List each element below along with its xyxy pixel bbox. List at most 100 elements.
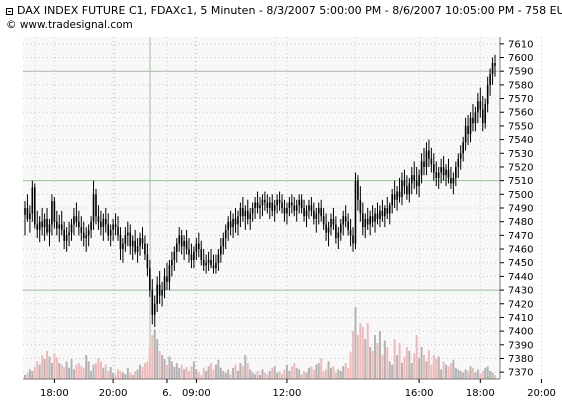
volume-bar (352, 331, 355, 379)
volume-bar (178, 367, 181, 379)
volume-bar (408, 351, 411, 379)
bar-body (229, 221, 232, 228)
ohlc-bar (134, 229, 136, 255)
ohlc-bar (386, 197, 389, 219)
ohlc-bar (335, 216, 337, 244)
ohlc-bar (53, 197, 56, 229)
volume-bar (24, 375, 26, 379)
volume-bar (442, 361, 445, 379)
volume-bar (131, 375, 134, 379)
x-tick-label: 18:00 (466, 388, 495, 399)
volume-bar (364, 339, 367, 379)
bar-body (474, 112, 477, 124)
bar-body (320, 208, 322, 217)
bar-body (31, 187, 34, 214)
volume-bar (168, 356, 171, 379)
bar-body (271, 202, 274, 211)
bar-body (374, 213, 376, 222)
volume-bar (344, 363, 347, 379)
ohlc-bar (43, 213, 46, 241)
volume-bar (165, 364, 168, 379)
volume-bar (484, 367, 487, 379)
copyright-row: © www.tradesignal.com (6, 18, 562, 32)
volume-bar (72, 369, 75, 379)
ohlc-bar (352, 227, 354, 252)
ohlc-bar (207, 251, 210, 271)
ohlc-bar (51, 194, 53, 236)
volume-bar (148, 347, 151, 379)
volume-bar (38, 364, 41, 379)
plot-area (23, 37, 500, 379)
ohlc-bar (447, 158, 450, 184)
bar-body (234, 218, 237, 225)
ohlc-bar (100, 210, 102, 236)
ohlc-bar (271, 194, 274, 217)
ohlc-bar (161, 281, 163, 307)
bar-body (173, 251, 176, 260)
bar-body (433, 164, 435, 173)
ohlc-bar (117, 216, 119, 241)
bar-body (352, 235, 354, 244)
volume-bar (474, 372, 477, 379)
ohlc-bar (127, 221, 129, 247)
bar-body (41, 221, 43, 228)
ohlc-bar (437, 166, 440, 189)
bar-body (249, 213, 252, 219)
volume-bar (114, 375, 117, 379)
volume-bar (256, 371, 259, 379)
volume-bar (153, 329, 156, 379)
bar-body (479, 101, 482, 110)
volume-bar (241, 366, 244, 379)
ohlc-bar (366, 208, 369, 230)
ohlc-bar (391, 188, 393, 214)
ohlc-bar (92, 180, 95, 230)
bar-body (371, 216, 374, 222)
bar-body (46, 218, 48, 233)
bar-body (472, 117, 474, 124)
collapse-toggle-icon[interactable] (6, 7, 13, 15)
bar-body (337, 232, 340, 239)
bar-body (281, 202, 283, 208)
bar-body (332, 218, 335, 225)
ohlc-bar (305, 205, 308, 228)
volume-bar (430, 364, 433, 379)
ohlc-bar (494, 54, 496, 77)
volume-bar (432, 355, 435, 379)
ohlc-bar (423, 147, 425, 176)
ohlc-bar (332, 208, 335, 230)
volume-bar (403, 356, 406, 379)
ohlc-bar (281, 194, 283, 214)
ohlc-bar (259, 197, 261, 219)
volume-bar (121, 372, 124, 379)
ohlc-bar (317, 202, 320, 225)
volume-bar (210, 363, 213, 379)
ohlc-bar (474, 106, 477, 132)
volume-bar (55, 357, 58, 379)
volume-bar (327, 361, 330, 379)
volume-bar (26, 373, 29, 379)
bar-body (347, 221, 349, 230)
bar-body (178, 235, 181, 244)
ohlc-bar (63, 221, 65, 250)
bar-body (60, 224, 63, 230)
bar-body (398, 191, 401, 198)
volume-bar (117, 369, 120, 379)
volume-bar (356, 335, 359, 379)
ohlc-bar (38, 216, 41, 243)
ohlc-bar (489, 68, 491, 96)
y-tick-label: 7440 (508, 272, 533, 283)
bar-body (207, 259, 210, 263)
ohlc-bar (408, 177, 411, 203)
bar-body (70, 224, 73, 233)
ohlc-bar (349, 218, 352, 247)
bar-body (220, 246, 222, 255)
y-tick-label: 7450 (508, 258, 533, 269)
bar-body (335, 224, 337, 239)
volume-bar (134, 371, 137, 379)
chart-header: DAX INDEX FUTURE C1, FDAXc1, 5 Minuten -… (6, 4, 562, 32)
bar-body (435, 172, 438, 178)
y-tick-label: 7570 (508, 94, 533, 105)
bar-body (388, 205, 391, 214)
ohlc-bar (31, 180, 34, 222)
